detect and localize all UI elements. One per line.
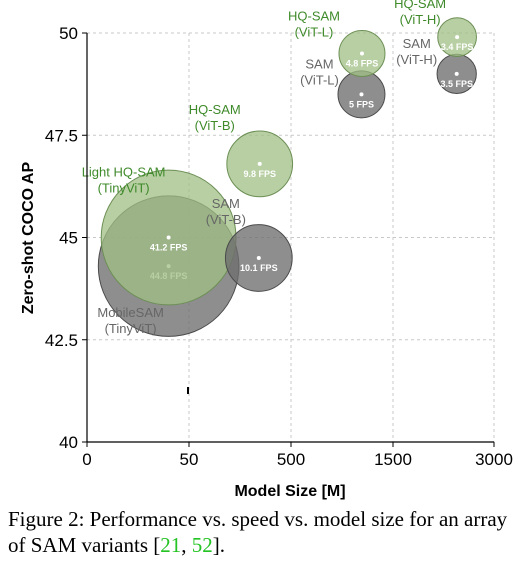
fps-label: 9.8 FPS [243,169,276,179]
x-tick-label: 3000 [475,450,513,469]
hq-sam-bubble: 9.8 FPS [226,130,294,198]
bubble-label: (ViT-L) [295,24,334,39]
y-axis-title: Zero-shot COCO AP [20,162,37,315]
bubble-center-dot [359,51,364,56]
x-axis-title: Model Size [M] [234,483,345,500]
bubble-label: (TinyViT) [105,321,157,336]
citation-link-1[interactable]: 21 [160,533,182,557]
hq-sam-bubble: 41.2 FPS [100,169,237,306]
x-tick-labels: 0 50 500 1500 3000 [82,450,513,469]
bubble-label: Light HQ-SAM [82,165,166,180]
bubble-label: (ViT-H) [400,12,441,27]
caption-separator: , [181,533,192,557]
bubble-center-dot [256,255,261,260]
bubble-label: (ViT-B) [195,118,235,133]
y-tick-label: 42.5 [45,331,78,350]
bubble-layer: 44.8 FPSMobileSAM(TinyViT)41.2 FPSLight … [82,0,477,337]
citation-link-2[interactable]: 52 [191,533,213,557]
x-tick-label: 50 [180,450,199,469]
x-tick-label: 1500 [374,450,412,469]
sam-bubble: 5 FPS [337,70,386,119]
x-tick-label: 500 [277,450,305,469]
bubble-center-dot [257,161,262,166]
axes [82,32,495,447]
fps-label: 3.4 FPS [441,42,474,52]
caption-suffix: ]. [212,533,225,557]
hq-sam-bubble: 3.4 FPS [437,17,477,57]
fps-label: 41.2 FPS [150,243,188,253]
x-tick-label: 0 [82,450,91,469]
y-tick-label: 47.5 [45,126,78,145]
bubble-chart: 44.8 FPSMobileSAM(TinyViT)41.2 FPSLight … [20,0,513,500]
bubble-label: (ViT-L) [300,72,339,87]
bubble-label: HQ-SAM [288,8,340,23]
bubble-label: SAM [403,36,431,51]
y-tick-label: 45 [59,229,78,248]
hq-sam-bubble: 4.8 FPS [338,29,386,77]
fps-label: 3.5 FPS [440,79,473,89]
fps-label: 4.8 FPS [346,58,379,68]
y-tick-label: 40 [59,433,78,452]
bubble-label: (ViT-B) [206,212,246,227]
bubble-center-dot [454,71,459,76]
bubble-center-dot [455,35,460,40]
y-tick-labels: 40 42.5 45 47.5 50 [45,24,78,452]
figure-caption: Figure 2: Performance vs. speed vs. mode… [8,506,528,558]
fps-label: 5 FPS [349,99,374,109]
sam-bubble: 3.5 FPS [436,53,477,95]
stray-mark [187,387,189,394]
fps-label: 10.1 FPS [240,263,278,273]
bubble-label: MobileSAM [97,305,163,320]
bubble-center-dot [166,235,171,240]
bubble-label: HQ-SAM [394,0,446,11]
caption-text: Figure 2: Performance vs. speed vs. mode… [8,507,508,557]
bubble-label: SAM [212,196,240,211]
bubble-label: (TinyViT) [98,181,150,196]
bubble-label: SAM [305,56,333,71]
sam-bubble: 10.1 FPS [224,224,293,292]
bubble-label: HQ-SAM [189,102,241,117]
bubble-label: (ViT-H) [396,52,437,67]
bubble-center-dot [359,92,364,97]
y-tick-label: 50 [59,24,78,43]
